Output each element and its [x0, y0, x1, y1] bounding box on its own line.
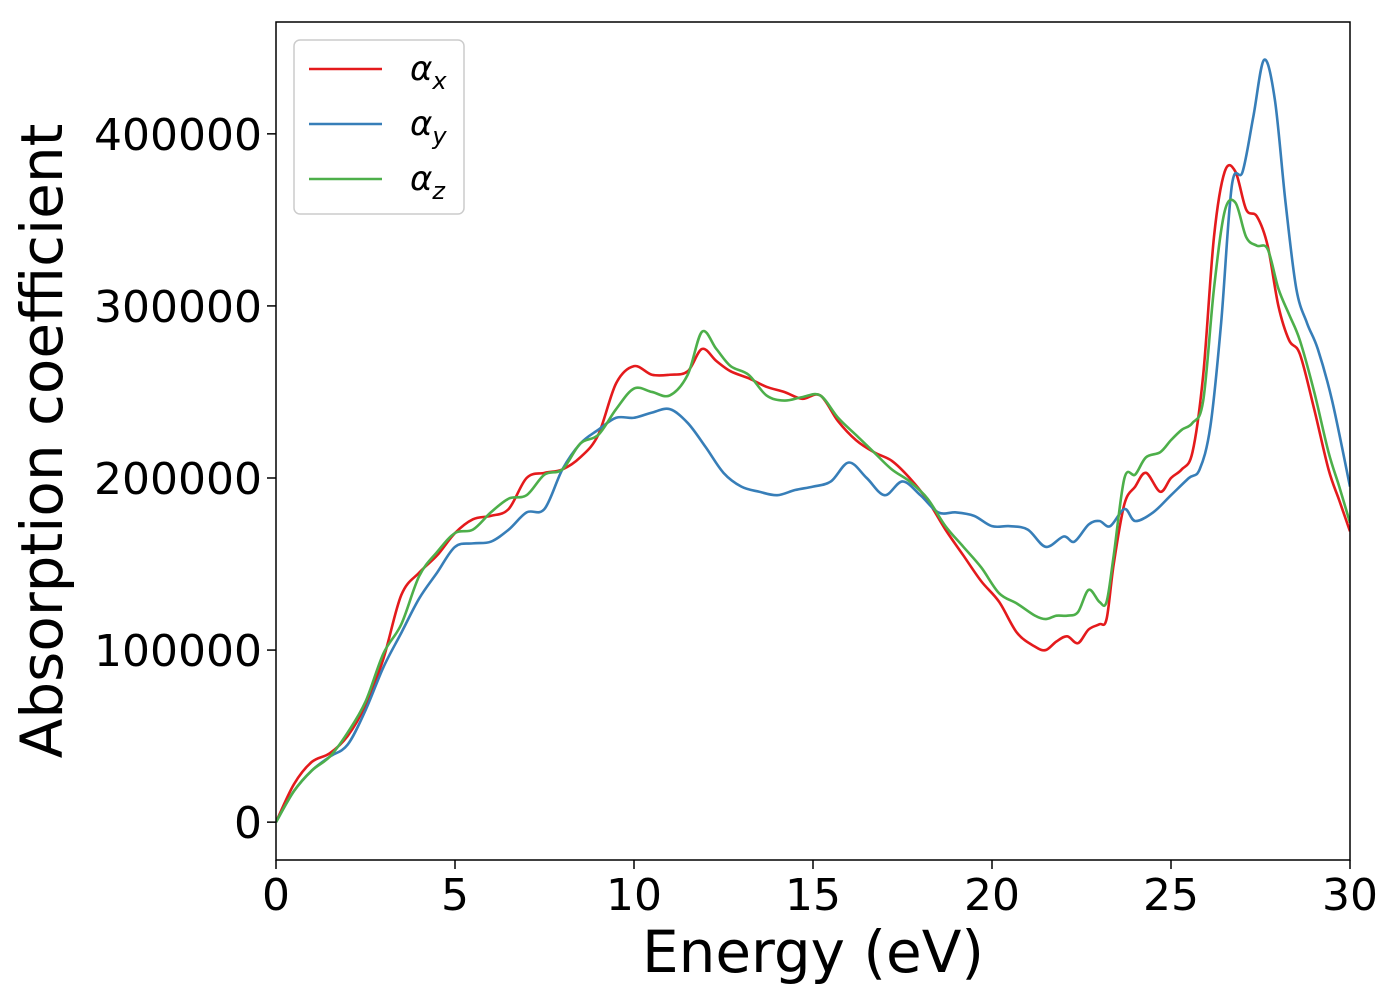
x-tick-label: 5	[441, 870, 469, 921]
legend-label-z: αz	[410, 159, 446, 205]
series-line-z	[276, 198, 1350, 823]
legend-items: αx αy αz	[309, 49, 447, 205]
y-axis: 0 100000 200000 300000 400000	[94, 110, 276, 849]
x-tick-label: 30	[1322, 870, 1378, 921]
x-tick-label: 10	[606, 870, 662, 921]
series-line-y	[276, 58, 1350, 823]
legend-box	[293, 39, 465, 215]
series-layer	[276, 58, 1350, 823]
y-tick-label: 400000	[94, 110, 262, 161]
x-axis-title: Energy (eV)	[642, 918, 984, 986]
y-tick-label: 300000	[94, 282, 262, 333]
x-tick-label: 0	[262, 870, 290, 921]
y-tick-label: 200000	[94, 454, 262, 505]
legend-label-y: αy	[410, 104, 447, 150]
x-axis: 0 5 10 15 20 25 30	[262, 860, 1378, 921]
legend: αx αy αz	[293, 39, 465, 215]
legend-label-x: αx	[410, 49, 447, 95]
x-tick-label: 15	[785, 870, 841, 921]
y-tick-label: 0	[234, 798, 262, 849]
y-tick-label: 100000	[94, 626, 262, 677]
x-tick-label: 25	[1143, 870, 1199, 921]
series-line-x	[276, 163, 1350, 823]
x-tick-label: 20	[964, 870, 1020, 921]
y-axis-title: Absorption coefficient	[8, 124, 76, 759]
